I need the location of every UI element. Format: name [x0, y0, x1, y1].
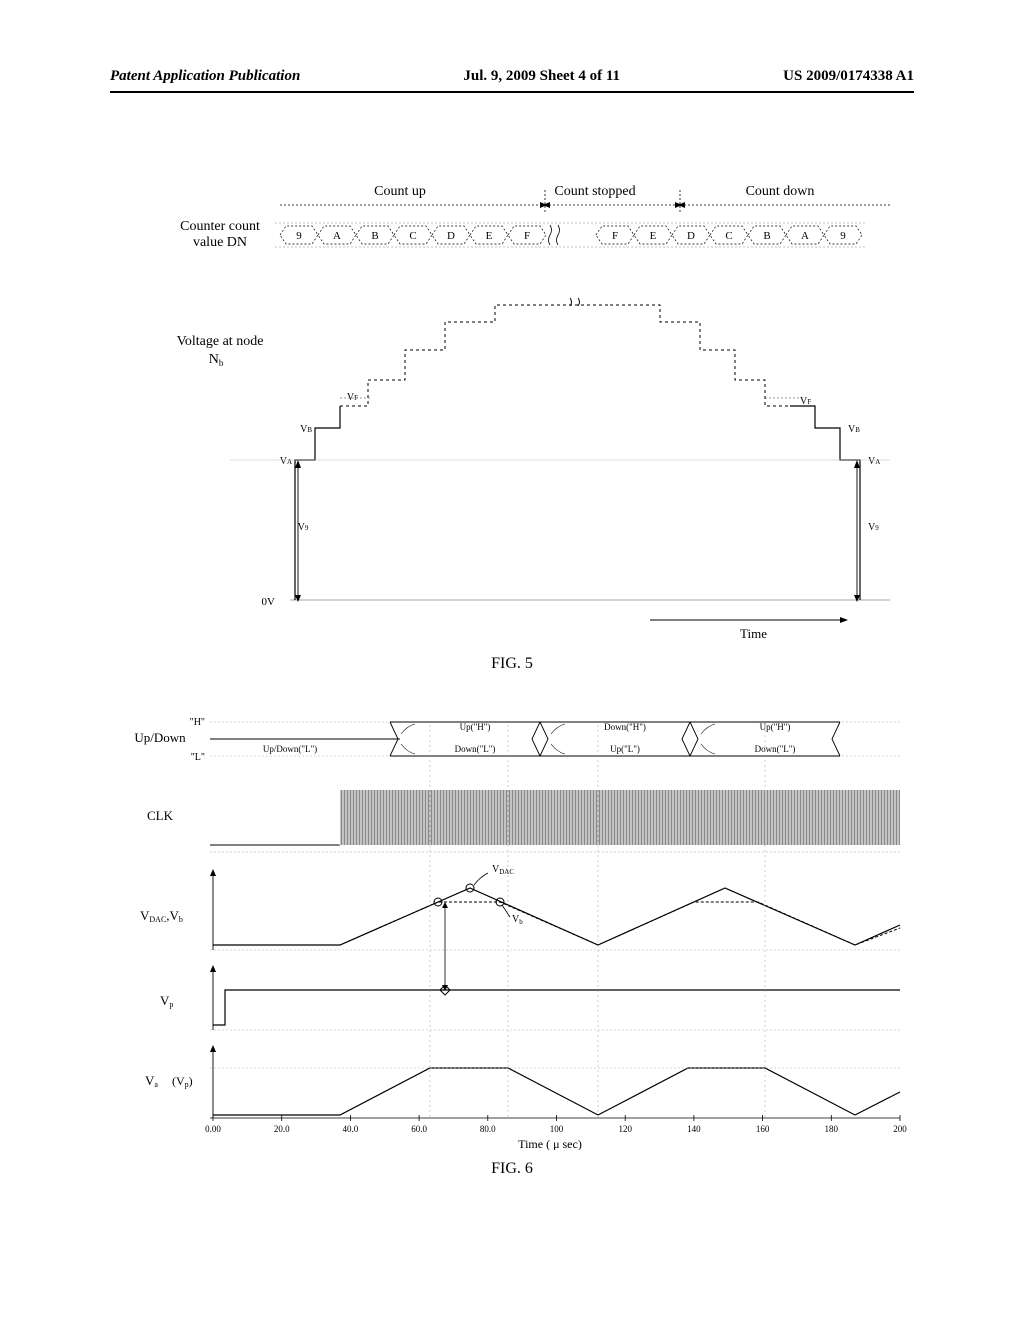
vp-yaxis-ah: [210, 965, 216, 972]
zero-v: 0V: [262, 596, 276, 608]
counter-label-1: Counter count: [180, 219, 260, 234]
svg-text:120: 120: [618, 1124, 632, 1134]
counter-chain: 9 A B C D E F F E D C B A 9: [275, 223, 867, 247]
l-label: "L": [191, 752, 205, 763]
xlabel: Time ( μ sec): [518, 1137, 582, 1150]
svg-text:Up("H"): Up("H"): [760, 722, 791, 732]
svg-text:180: 180: [825, 1124, 839, 1134]
v9-ah-r2: [854, 595, 860, 602]
v9-ah-r1: [854, 460, 860, 468]
va-label: Va: [145, 1073, 158, 1089]
ud-seg0-lbl: Up/Down("L"): [263, 744, 317, 754]
svg-text:Down("L"): Down("L"): [755, 744, 796, 754]
figure-5: Count up Count stopped Count down Counte…: [100, 170, 900, 650]
vdac-wave: [213, 888, 900, 945]
step-down-dash: [610, 305, 790, 406]
svg-text:160: 160: [756, 1124, 770, 1134]
svg-text:40.0: 40.0: [343, 1124, 359, 1134]
svg-text:100: 100: [550, 1124, 564, 1134]
svg-text:9: 9: [296, 230, 302, 242]
vdac-leader: [474, 873, 488, 885]
header: Patent Application Publication Jul. 9, 2…: [110, 68, 914, 93]
svg-text:C: C: [725, 230, 732, 242]
svg-text:140: 140: [687, 1124, 701, 1134]
vf-right: VF: [800, 396, 811, 407]
vp-wave: [213, 990, 900, 1025]
v9-left: V9: [298, 522, 309, 533]
svg-text:A: A: [801, 230, 809, 242]
v9-right: V9: [868, 522, 879, 533]
counter-label-2: value DN: [193, 235, 247, 250]
svg-text:D: D: [687, 230, 695, 242]
v9-ah-l2: [295, 595, 301, 602]
header-center: Jul. 9, 2009 Sheet 4 of 11: [463, 68, 620, 85]
step-down-solid: [790, 406, 860, 600]
figure-6: "H" Up/Down "L" Up/Down("L") Up("H") Down…: [110, 710, 910, 1150]
va-yaxis-ah: [210, 1045, 216, 1052]
clk-label: CLK: [147, 808, 174, 823]
svg-text:80.0: 80.0: [480, 1124, 496, 1134]
step-up-solid: [295, 406, 340, 600]
vb-left: VB: [300, 424, 312, 435]
h-label: "H": [190, 717, 205, 728]
vdac-label: VDAC,Vb: [140, 908, 183, 924]
step-waveform: 0V VF VB VA V9 VF VB VA V9: [230, 298, 890, 608]
svg-text:F: F: [524, 230, 530, 242]
svg-text:Up("H"): Up("H"): [460, 722, 491, 732]
svg-text:A: A: [333, 230, 341, 242]
vdac-annot: VDAC: [492, 864, 514, 876]
step-up-dash: [340, 305, 545, 406]
va-paren: (Vp): [172, 1074, 193, 1089]
vp-label: Vp: [160, 993, 173, 1009]
svg-text:B: B: [763, 230, 770, 242]
svg-text:0.00: 0.00: [205, 1124, 221, 1134]
svg-text:Down("L"): Down("L"): [455, 744, 496, 754]
clk-stripes: [340, 790, 898, 845]
v9-ah-l1: [295, 460, 301, 468]
fig6-caption: FIG. 6: [0, 1160, 1024, 1178]
header-right: US 2009/0174338 A1: [783, 68, 914, 85]
svg-text:Down("H"): Down("H"): [604, 722, 646, 732]
vdac-yaxis-ah: [210, 869, 216, 876]
page: Patent Application Publication Jul. 9, 2…: [0, 0, 1024, 1320]
svg-text:Up("L"): Up("L"): [610, 744, 640, 754]
svg-text:F: F: [612, 230, 618, 242]
svg-text:C: C: [409, 230, 416, 242]
phase-stopped: Count stopped: [554, 184, 635, 199]
arrow-2: [543, 202, 550, 208]
vb-annot: Vb: [512, 914, 523, 926]
vb-right: VB: [848, 424, 860, 435]
svg-text:20.0: 20.0: [274, 1124, 290, 1134]
svg-text:200: 200: [893, 1124, 907, 1134]
vp-link-ah1: [442, 902, 448, 908]
updown-title: Up/Down: [134, 730, 186, 745]
time-label: Time: [740, 626, 767, 641]
va-right: VA: [868, 456, 880, 467]
va-wave: [213, 1068, 900, 1115]
header-left: Patent Application Publication: [110, 68, 300, 85]
phase-row: Count up Count stopped Count down: [280, 184, 890, 212]
phase-up: Count up: [374, 184, 426, 199]
svg-text:E: E: [486, 230, 493, 242]
va-left: VA: [280, 456, 292, 467]
voltage-sub-n: Nb: [209, 352, 224, 368]
svg-text:9: 9: [840, 230, 846, 242]
arrow-4: [678, 202, 685, 208]
svg-text:60.0: 60.0: [411, 1124, 427, 1134]
voltage-label: Voltage at node: [177, 334, 264, 349]
vf-left: VF: [347, 392, 358, 403]
vb-wave: [213, 902, 900, 945]
svg-text:B: B: [371, 230, 378, 242]
vb-leader: [502, 905, 510, 917]
svg-text:D: D: [447, 230, 455, 242]
svg-text:E: E: [650, 230, 657, 242]
phase-down: Count down: [746, 184, 815, 199]
ud-cells: Up("H") Down("L") Down("H") Up("L") Up("H") D…: [390, 722, 840, 756]
fig5-caption: FIG. 5: [0, 655, 1024, 673]
time-arrowhead: [840, 617, 848, 623]
